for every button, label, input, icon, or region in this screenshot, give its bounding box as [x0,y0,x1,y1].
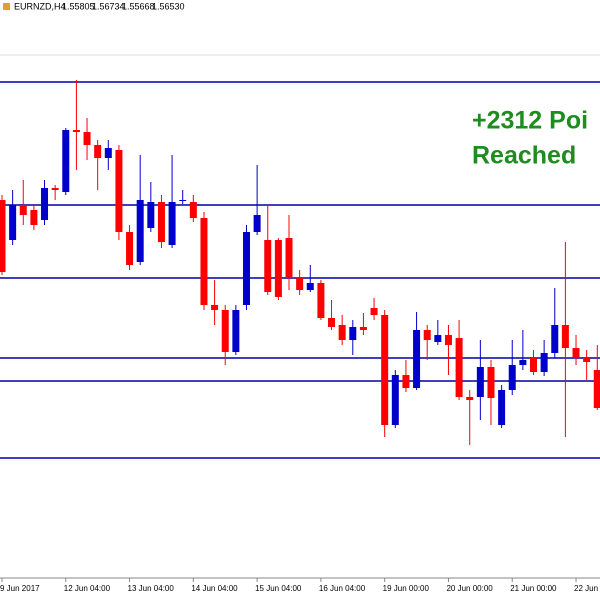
candle-body [51,188,59,190]
candle-body [179,200,187,201]
candle-body [540,353,548,372]
candle-body [41,188,49,220]
candle-body [338,325,346,340]
candle-body [508,365,516,390]
x-tick-label: 12 Jun 04:00 [64,584,111,593]
x-tick-label: 21 Jun 00:00 [510,584,557,593]
candle-body [572,348,580,357]
candle-body [147,202,155,228]
candle-body [83,132,91,145]
ohlc-low: 1.55668 [122,1,155,11]
candle-body [466,397,474,400]
candle-body [274,240,282,297]
candle-body [306,283,314,290]
symbol: EURNZD,H4 [14,1,66,11]
x-tick-label: 16 Jun 04:00 [319,584,366,593]
candle-body [104,148,112,158]
candle-body [168,202,176,245]
candle-body [242,232,250,305]
candle-body [200,218,208,305]
candle-body [498,390,506,425]
x-tick-label: 19 Jun 00:00 [383,584,430,593]
candle-body [444,335,452,345]
candle-body [94,145,102,158]
candle-body [413,330,421,388]
candle-body [296,278,304,290]
candle-body [136,200,144,262]
candle-body [349,327,357,340]
candle-body [285,238,293,278]
candle-body [253,215,261,232]
ohlc-open: 1.55805 [62,1,95,11]
candle-body [72,130,80,132]
candle-body [221,310,229,352]
candle-body [157,202,165,242]
ohlc-close: 1.56530 [152,1,185,11]
candle-body [30,210,38,225]
candle-body [519,360,527,365]
candle-body [0,200,6,272]
candle-body [593,370,600,408]
candle-body [211,305,219,310]
candle-body [561,325,569,348]
candle-body [476,367,484,397]
x-tick-label: 20 Jun 00:00 [446,584,493,593]
ohlc-high: 1.56734 [92,1,125,11]
x-tick-label: 9 Jun 2017 [0,584,40,593]
candle-body [62,130,70,192]
candle-body [423,330,431,340]
candle-body [19,205,27,215]
candle-body [487,367,495,398]
candle-body [189,202,197,218]
candle-body [328,318,336,327]
candle-body [232,310,240,352]
candle-body [402,375,410,388]
candle-body [264,240,272,292]
annotation: +2312 Poi [472,107,588,135]
candle-body [381,315,389,425]
candle-body [551,325,559,353]
candle-body [370,308,378,315]
x-tick-label: 22 Jun [574,584,598,593]
candle-body [530,358,537,372]
annotation: Reached [472,142,576,170]
x-tick-label: 15 Jun 04:00 [255,584,302,593]
x-tick-label: 13 Jun 04:00 [128,584,175,593]
candle-body [126,232,134,265]
candle-body [359,327,367,330]
candle-body [391,375,399,425]
symbol-icon [3,3,10,10]
candle-body [317,283,325,318]
candle-body [434,335,442,342]
candle-body [9,205,17,240]
candle-body [583,357,591,362]
candle-body [115,150,123,232]
candle-body [455,338,463,397]
x-tick-label: 14 Jun 04:00 [191,584,238,593]
